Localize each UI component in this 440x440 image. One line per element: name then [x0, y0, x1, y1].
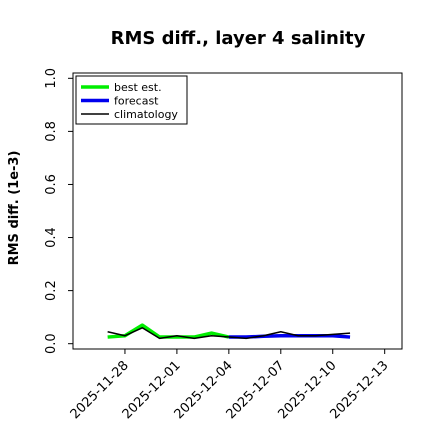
y-tick-label: 0.4: [44, 227, 59, 248]
series-line-climatology: [107, 327, 351, 340]
x-axis: 2025-11-282025-12-012025-12-042025-12-07…: [68, 349, 392, 422]
legend-entry: forecast: [114, 95, 159, 108]
legend-entry: climatology: [114, 108, 178, 121]
y-tick-label: 0.0: [44, 333, 59, 354]
y-axis-label: RMS diff. (1e-3): [7, 151, 22, 266]
chart-title: RMS diff., layer 4 salinity: [111, 28, 366, 49]
y-axis: 0.0 0.2 0.4 0.6 0.8 1.0: [44, 68, 73, 354]
y-tick-label: 0.8: [44, 121, 59, 142]
y-tick-label: 0.2: [44, 280, 59, 301]
legend-entry: best est.: [114, 81, 162, 94]
series-line-forecast: [228, 333, 351, 339]
y-tick-label: 0.6: [44, 174, 59, 195]
series-lines: [107, 323, 351, 340]
y-tick-label: 1.0: [44, 68, 59, 89]
plot-frame: [72, 72, 403, 350]
